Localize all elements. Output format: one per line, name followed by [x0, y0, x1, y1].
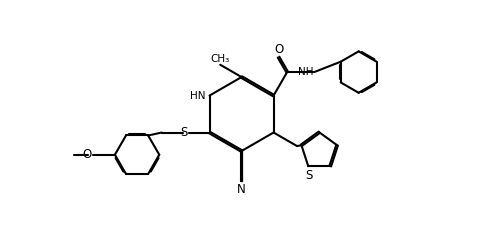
Text: HN: HN: [190, 91, 206, 101]
Text: N: N: [237, 183, 246, 196]
Text: S: S: [180, 126, 187, 139]
Text: O: O: [274, 43, 283, 56]
Text: O: O: [82, 148, 91, 161]
Text: S: S: [306, 169, 313, 182]
Text: CH₃: CH₃: [211, 54, 230, 64]
Text: NH: NH: [298, 67, 313, 77]
